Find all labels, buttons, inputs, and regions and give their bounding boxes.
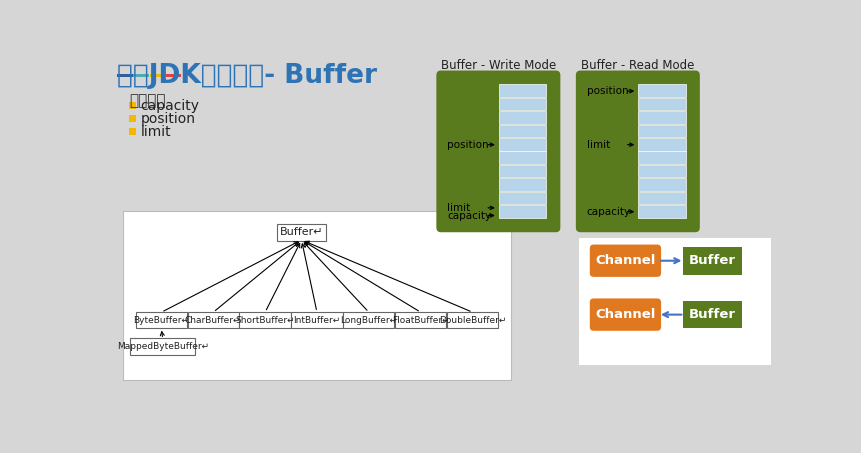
FancyBboxPatch shape: [130, 338, 195, 356]
Text: limit: limit: [586, 140, 610, 149]
Text: IntBuffer↵: IntBuffer↵: [293, 315, 340, 324]
Text: FloatBuffer↵: FloatBuffer↵: [392, 315, 449, 324]
Text: Channel: Channel: [595, 254, 655, 267]
FancyBboxPatch shape: [239, 312, 290, 328]
Text: Channel: Channel: [595, 308, 655, 321]
FancyBboxPatch shape: [579, 238, 771, 365]
FancyBboxPatch shape: [498, 138, 546, 150]
FancyBboxPatch shape: [682, 247, 740, 275]
FancyBboxPatch shape: [498, 165, 546, 178]
FancyBboxPatch shape: [123, 211, 511, 380]
FancyBboxPatch shape: [589, 299, 660, 331]
Bar: [165, 73, 181, 77]
Text: LongBuffer↵: LongBuffer↵: [340, 315, 397, 324]
Text: Buffer: Buffer: [688, 254, 735, 267]
Text: 原生JDK网络编程- Buffer: 原生JDK网络编程- Buffer: [117, 63, 376, 89]
FancyBboxPatch shape: [682, 301, 740, 328]
Text: DoubleBuffer↵: DoubleBuffer↵: [438, 315, 506, 324]
Bar: [117, 73, 133, 77]
Text: position: position: [586, 86, 628, 96]
Bar: [133, 73, 149, 77]
FancyBboxPatch shape: [395, 312, 446, 328]
FancyBboxPatch shape: [498, 205, 546, 217]
Bar: [129, 115, 136, 122]
Text: capacity: capacity: [586, 207, 630, 217]
FancyBboxPatch shape: [436, 71, 560, 232]
FancyBboxPatch shape: [637, 165, 685, 178]
FancyBboxPatch shape: [343, 312, 394, 328]
Text: ByteBuffer↵: ByteBuffer↵: [133, 315, 189, 324]
FancyBboxPatch shape: [498, 125, 546, 137]
Text: position: position: [140, 111, 195, 125]
FancyBboxPatch shape: [637, 178, 685, 191]
FancyBboxPatch shape: [637, 151, 685, 164]
FancyBboxPatch shape: [637, 125, 685, 137]
FancyBboxPatch shape: [135, 312, 187, 328]
FancyBboxPatch shape: [637, 98, 685, 111]
Text: capacity: capacity: [447, 211, 491, 221]
FancyBboxPatch shape: [498, 151, 546, 164]
Text: MappedByteBuffer↵: MappedByteBuffer↵: [116, 342, 208, 352]
FancyBboxPatch shape: [276, 224, 326, 241]
Text: CharBuffer↵: CharBuffer↵: [185, 315, 241, 324]
Text: limit: limit: [447, 203, 470, 213]
Bar: [150, 73, 165, 77]
FancyBboxPatch shape: [498, 178, 546, 191]
Text: position: position: [447, 140, 488, 149]
FancyBboxPatch shape: [447, 312, 498, 328]
Text: limit: limit: [140, 125, 170, 139]
FancyBboxPatch shape: [589, 245, 660, 277]
FancyBboxPatch shape: [498, 84, 546, 97]
FancyBboxPatch shape: [637, 205, 685, 217]
FancyBboxPatch shape: [498, 98, 546, 111]
Text: capacity: capacity: [140, 99, 199, 112]
Text: ShortBuffer↵: ShortBuffer↵: [235, 315, 294, 324]
FancyBboxPatch shape: [291, 312, 342, 328]
Bar: [129, 128, 136, 135]
Bar: [129, 102, 136, 109]
FancyBboxPatch shape: [498, 111, 546, 124]
FancyBboxPatch shape: [637, 138, 685, 150]
FancyBboxPatch shape: [637, 84, 685, 97]
Text: Buffer - Write Mode: Buffer - Write Mode: [440, 59, 555, 72]
Text: Buffer↵: Buffer↵: [279, 227, 323, 237]
Text: 重要属性: 重要属性: [129, 94, 166, 109]
FancyBboxPatch shape: [498, 192, 546, 204]
Text: Buffer - Read Mode: Buffer - Read Mode: [580, 59, 694, 72]
FancyBboxPatch shape: [637, 111, 685, 124]
FancyBboxPatch shape: [188, 312, 238, 328]
FancyBboxPatch shape: [575, 71, 699, 232]
FancyBboxPatch shape: [637, 192, 685, 204]
Text: Buffer: Buffer: [688, 308, 735, 321]
